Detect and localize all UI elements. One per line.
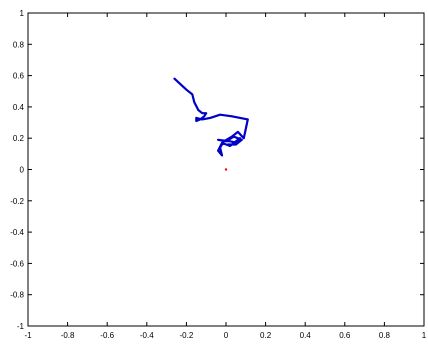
x-tick-label: 0.4 [300, 331, 312, 340]
y-tick-label: 0.2 [13, 134, 25, 143]
y-tick-label: 0 [20, 166, 25, 175]
y-axis: 1 0.8 0.6 0.4 0.2 0 -0.2 -0.4 -0.6 -0.8 -1 [10, 9, 424, 331]
x-tick-label: 0.6 [339, 331, 351, 340]
x-tick-label: -0.6 [100, 331, 114, 340]
y-tick-label: 0.4 [13, 103, 25, 112]
x-tick-label: -0.8 [61, 331, 75, 340]
x-tick-label: -0.2 [180, 331, 194, 340]
y-tick-label: 1 [20, 9, 25, 18]
y-tick-label: -0.4 [10, 228, 24, 237]
y-tick-label: -0.8 [10, 291, 24, 300]
y-tick-label: -1 [17, 322, 25, 331]
x-tick-label: 0 [224, 331, 229, 340]
y-tick-label: -0.2 [10, 197, 24, 206]
y-tick-label: -0.6 [10, 259, 24, 268]
y-tick-label: 0.8 [13, 40, 25, 49]
origin-point [224, 168, 228, 171]
x-axis: -1 -0.8 -0.6 -0.4 -0.2 0 0.2 0.4 0.6 0.8 1 [24, 13, 427, 340]
y-tick-label: 0.6 [13, 72, 25, 81]
series-line [173, 77, 249, 157]
x-tick-label: 0.2 [260, 331, 272, 340]
x-tick-label: 0.8 [379, 331, 391, 340]
x-tick-label: -1 [24, 331, 32, 340]
data-series [173, 77, 249, 171]
x-tick-label: 1 [422, 331, 427, 340]
x-tick-label: -0.4 [140, 331, 154, 340]
